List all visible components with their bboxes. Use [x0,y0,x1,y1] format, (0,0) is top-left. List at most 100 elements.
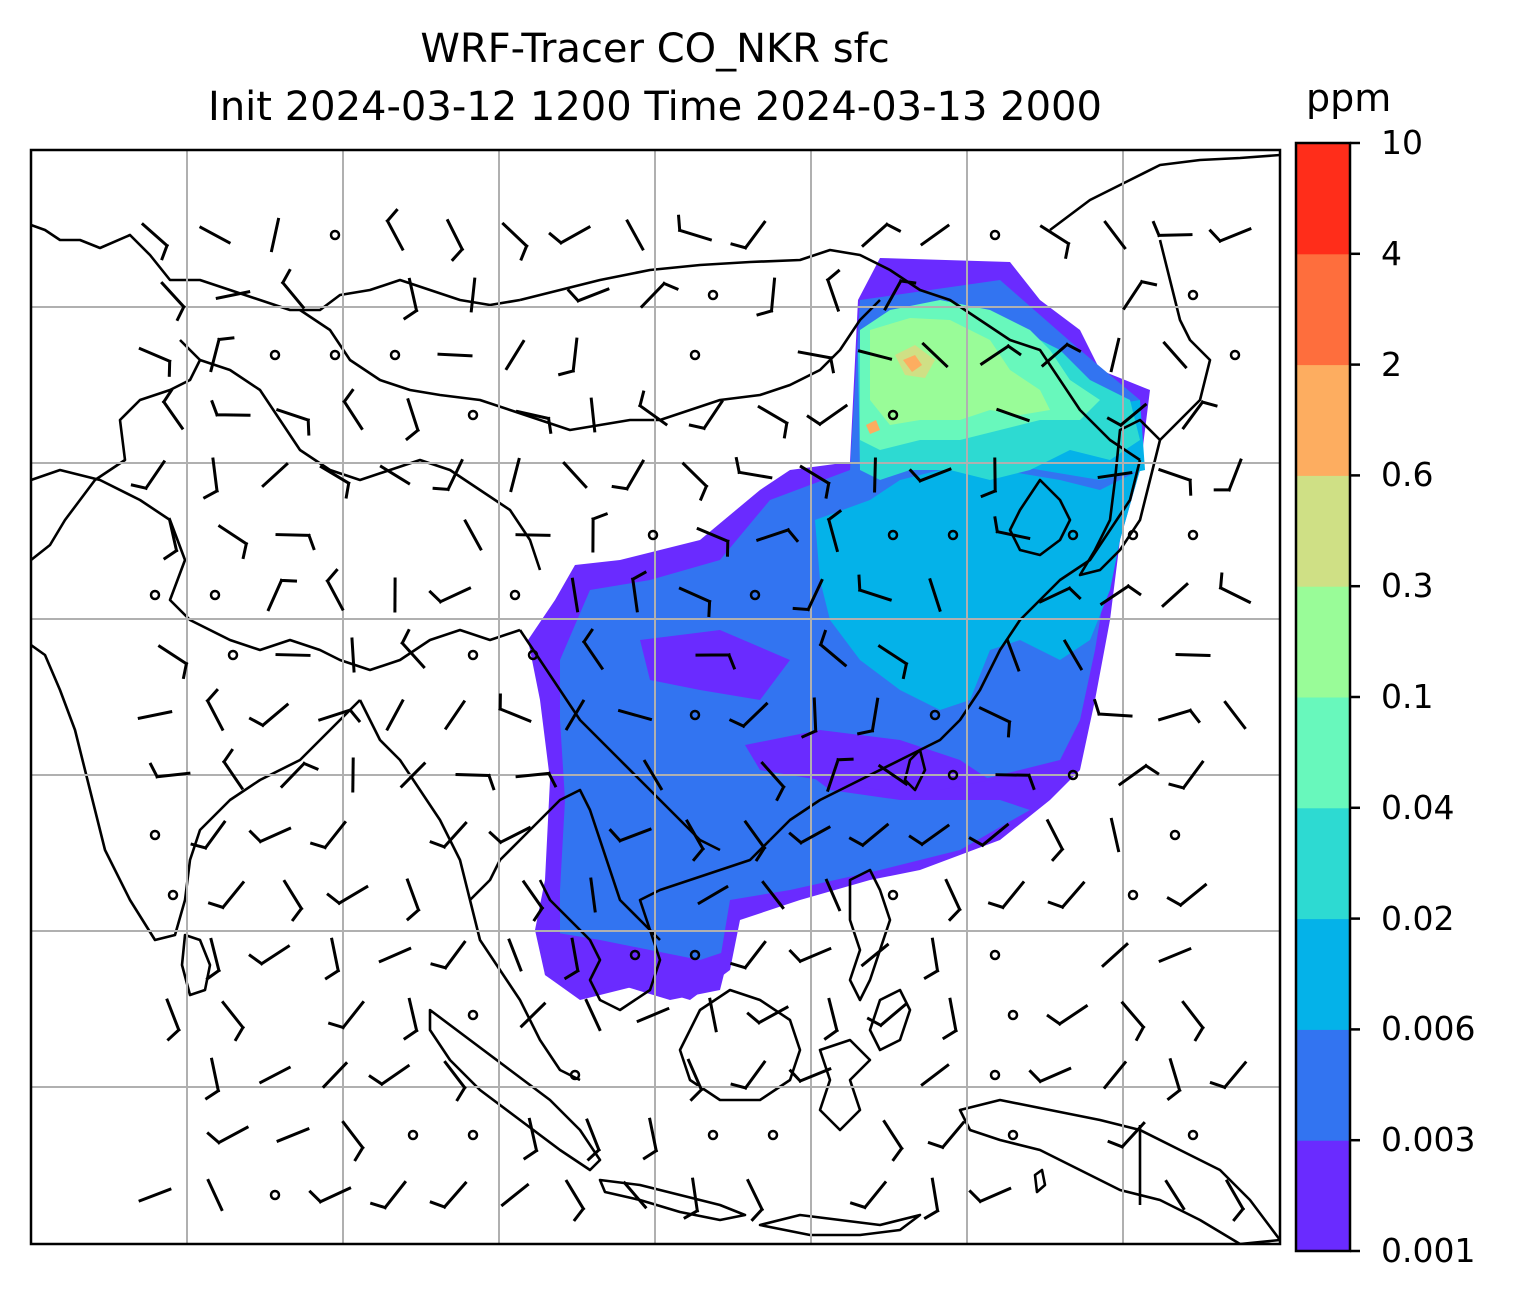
wind-barb [968,822,1010,848]
wind-barb [563,937,580,981]
wind-barb [269,217,281,253]
wind-barb [1208,227,1252,244]
wind-barb [788,1067,832,1084]
coast-china-east [769,459,1142,841]
calm-wind-marker [1187,289,1199,301]
wind-barb [617,708,653,722]
wind-barb [941,997,958,1041]
wind-barb [944,878,962,922]
wind-barb [848,822,890,848]
wind-barb [488,825,532,845]
wind-barb [708,997,718,1033]
wind-barb [501,221,529,261]
wind-barb [688,399,724,431]
wind-barb [1028,1066,1072,1084]
wind-barb [500,1182,530,1208]
wind-barb [743,819,767,862]
wind-barb [642,1117,659,1161]
wind-barb [326,884,369,906]
coast-srilanka [180,933,212,997]
wind-barb [309,820,348,850]
wind-barb [1005,638,1021,672]
wind-barb [581,628,605,671]
wind-barb [923,937,940,980]
wind-barb [1097,470,1133,480]
calm-wind-marker [947,529,959,541]
wind-barb [1092,698,1133,718]
calm-wind-marker [887,529,899,541]
wind-barb [756,277,777,317]
calm-wind-marker [689,709,701,721]
wind-barb [368,1063,411,1087]
colorbar-band-7 [1296,475,1350,587]
calm-wind-marker [1169,829,1181,841]
colorbar [1294,141,1360,1253]
wind-barb [1218,572,1252,605]
wind-barb [995,773,1036,791]
wind-barb [676,214,713,242]
wind-barb [429,1180,468,1210]
wind-barb [728,701,769,729]
concentration-field [528,258,1150,1000]
wind-barb [205,937,221,981]
wind-barb [636,1006,670,1024]
wind-barb [160,281,186,322]
wind-barb [1120,1000,1146,1042]
wind-barb [463,518,483,552]
wind-barb [860,942,890,968]
colorbar-tick-label: 0.3 [1381,566,1434,606]
wind-barb [927,1120,966,1150]
calm-wind-marker [527,649,539,661]
colorbar-band-6 [1296,586,1350,698]
wind-barb [210,399,251,417]
wind-barb [1157,467,1193,496]
wind-barb [987,880,1026,910]
wind-barb [557,337,579,377]
wind-barb [248,826,292,844]
wind-barb [443,699,467,731]
wind-barb [908,823,951,847]
wind-barb [877,644,909,680]
wind-barb [866,1002,908,1028]
wind-barb [856,697,880,736]
wind-barb [1100,942,1130,968]
calm-wind-marker [227,649,239,661]
wind-barb [138,1187,172,1203]
calm-wind-marker [707,1129,719,1141]
wind-barb [685,819,706,862]
wind-barb [622,1180,648,1210]
coast-timor [758,1213,922,1237]
wind-barb [202,457,220,500]
wind-barb [455,772,496,791]
wind-barb [342,388,364,431]
wind-barb [385,698,405,732]
wind-barb [469,277,477,313]
wind-barb [399,761,427,789]
calm-wind-marker [509,589,521,601]
coast-taiwan [903,748,927,792]
wind-barb [140,222,170,261]
wind-barb [1102,1060,1128,1090]
coast-kamchatka [1158,239,1212,441]
map-title-line1: WRF-Tracer CO_NKR sfc [420,26,890,72]
wind-barb [681,461,709,502]
wind-barb [1158,946,1192,964]
wind-barb [745,1178,765,1222]
colorbar-band-10 [1296,143,1350,255]
wind-barb [755,527,800,543]
calm-wind-marker [329,229,341,241]
field-spot-0.6 [903,355,922,372]
wind-barb [1109,817,1121,853]
wind-barb [515,533,551,537]
coast-japan [1078,418,1162,577]
wind-barb [760,760,786,802]
wind-barb [1181,1000,1205,1042]
wind-barb [258,1065,292,1085]
wind-barb [979,344,1022,366]
map-title-line2: Init 2024-03-12 1200 Time 2024-03-13 200… [208,84,1102,130]
wind-barb [1162,340,1188,370]
wind-barb [204,1057,221,1101]
calm-wind-marker [1007,1129,1019,1141]
wind-barb [730,220,767,250]
wind-barb [504,339,526,371]
